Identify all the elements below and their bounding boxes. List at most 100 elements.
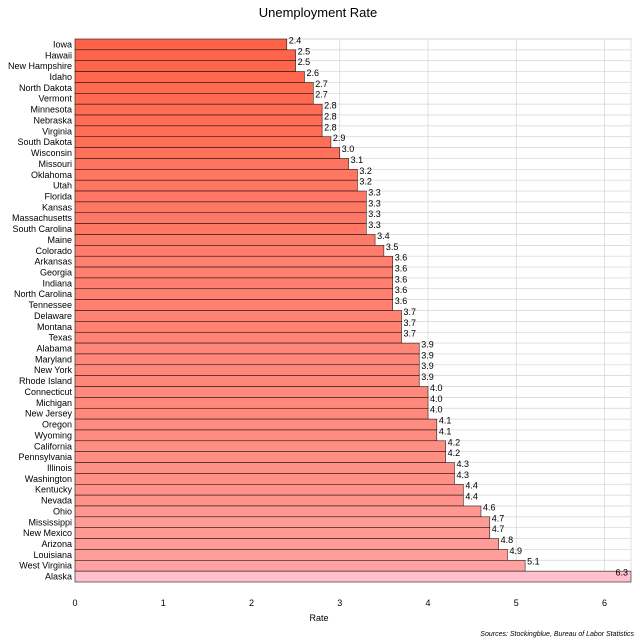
value-label: 3.9 <box>421 372 434 382</box>
category-label: Hawaii <box>45 50 72 60</box>
bar <box>74 49 296 61</box>
category-label: Idaho <box>49 72 72 82</box>
x-tick-label: 2 <box>249 598 254 608</box>
value-label: 2.5 <box>298 46 311 56</box>
value-label: 3.4 <box>377 231 390 241</box>
value-label: 3.6 <box>395 296 408 306</box>
value-label: 4.3 <box>456 470 469 480</box>
bar <box>74 516 491 528</box>
value-label: 3.2 <box>359 166 372 176</box>
x-tick-label: 6 <box>602 598 607 608</box>
category-label: Connecticut <box>24 387 72 397</box>
x-axis-ticks: 0 1 2 3 4 5 6 <box>72 598 607 608</box>
bar <box>74 462 455 474</box>
value-label: 3.1 <box>351 155 364 165</box>
category-label: Kansas <box>42 202 73 212</box>
bar <box>74 114 323 127</box>
bar <box>74 494 464 507</box>
bar <box>74 212 367 224</box>
category-label: Michigan <box>36 398 72 408</box>
bar <box>74 288 393 300</box>
bar <box>74 60 296 72</box>
bar <box>74 299 393 311</box>
category-label: Arizona <box>41 539 72 549</box>
bar <box>74 473 455 485</box>
bar <box>74 82 314 94</box>
bar <box>74 38 288 51</box>
category-label: Ohio <box>53 506 72 516</box>
bar <box>74 169 358 181</box>
category-label: Louisiana <box>33 550 72 560</box>
category-label: New Jersey <box>25 409 73 419</box>
bar <box>74 418 438 431</box>
category-label: Wyoming <box>35 430 72 440</box>
bar <box>74 484 464 496</box>
bar <box>74 505 482 518</box>
category-label: Colorado <box>35 246 72 256</box>
category-label: Missouri <box>38 159 72 169</box>
category-label: North Carolina <box>14 289 72 299</box>
bar <box>74 245 385 257</box>
bar <box>74 397 429 409</box>
value-label: 2.5 <box>298 57 311 67</box>
value-label: 3.6 <box>395 285 408 295</box>
category-label: Minnesota <box>30 105 72 115</box>
value-label: 4.4 <box>465 492 478 502</box>
category-label: Kentucky <box>35 485 73 495</box>
value-label: 2.4 <box>289 35 302 45</box>
bar <box>74 527 491 539</box>
value-label: 4.4 <box>465 481 478 491</box>
category-label: South Carolina <box>12 224 72 234</box>
bar <box>74 440 446 452</box>
bar <box>74 266 393 279</box>
x-axis-title: Rate <box>309 613 328 623</box>
value-label: 2.7 <box>315 79 328 89</box>
bar <box>74 364 420 376</box>
category-label: Nebraska <box>33 115 72 125</box>
bar <box>74 190 367 203</box>
category-label: Montana <box>37 322 72 332</box>
bar <box>74 234 376 246</box>
bar <box>74 136 332 148</box>
value-label: 4.9 <box>509 546 522 556</box>
value-label: 3.9 <box>421 361 434 371</box>
value-label: 3.6 <box>395 274 408 284</box>
category-label: Mississippi <box>28 517 72 527</box>
bar <box>74 255 393 268</box>
value-label: 3.5 <box>386 242 399 252</box>
category-label: New Hampshire <box>8 61 72 71</box>
bar <box>74 342 420 355</box>
bar <box>74 158 349 170</box>
bar <box>74 538 499 550</box>
value-label: 4.7 <box>492 513 505 523</box>
bars <box>74 38 632 583</box>
bar <box>74 201 367 214</box>
category-label: New York <box>34 365 73 375</box>
category-label: Virginia <box>42 126 72 136</box>
x-tick-label: 1 <box>161 598 166 608</box>
category-label: Wisconsin <box>31 148 72 158</box>
value-label: 3.3 <box>368 187 381 197</box>
bar <box>74 310 402 322</box>
value-label: 3.9 <box>421 350 434 360</box>
value-label: 4.2 <box>448 448 461 458</box>
value-labels: 2.42.52.52.62.72.72.82.82.82.93.03.13.23… <box>289 35 628 577</box>
bar <box>74 103 323 116</box>
bar <box>74 570 632 583</box>
value-label: 3.6 <box>395 263 408 273</box>
source-note: Sources: Stockingblue, Bureau of Labor S… <box>480 631 634 638</box>
category-label: Vermont <box>38 94 72 104</box>
category-label: Maine <box>47 235 72 245</box>
value-label: 4.0 <box>430 383 443 393</box>
category-label: California <box>34 441 72 451</box>
bar <box>74 277 393 290</box>
value-label: 4.1 <box>439 426 452 436</box>
category-label: Illinois <box>47 463 73 473</box>
value-label: 2.8 <box>324 101 337 111</box>
value-label: 3.7 <box>404 329 417 339</box>
category-label: Pennsylvania <box>18 452 72 462</box>
value-label: 3.0 <box>342 144 355 154</box>
bar <box>74 451 446 463</box>
value-label: 6.3 <box>615 568 628 578</box>
